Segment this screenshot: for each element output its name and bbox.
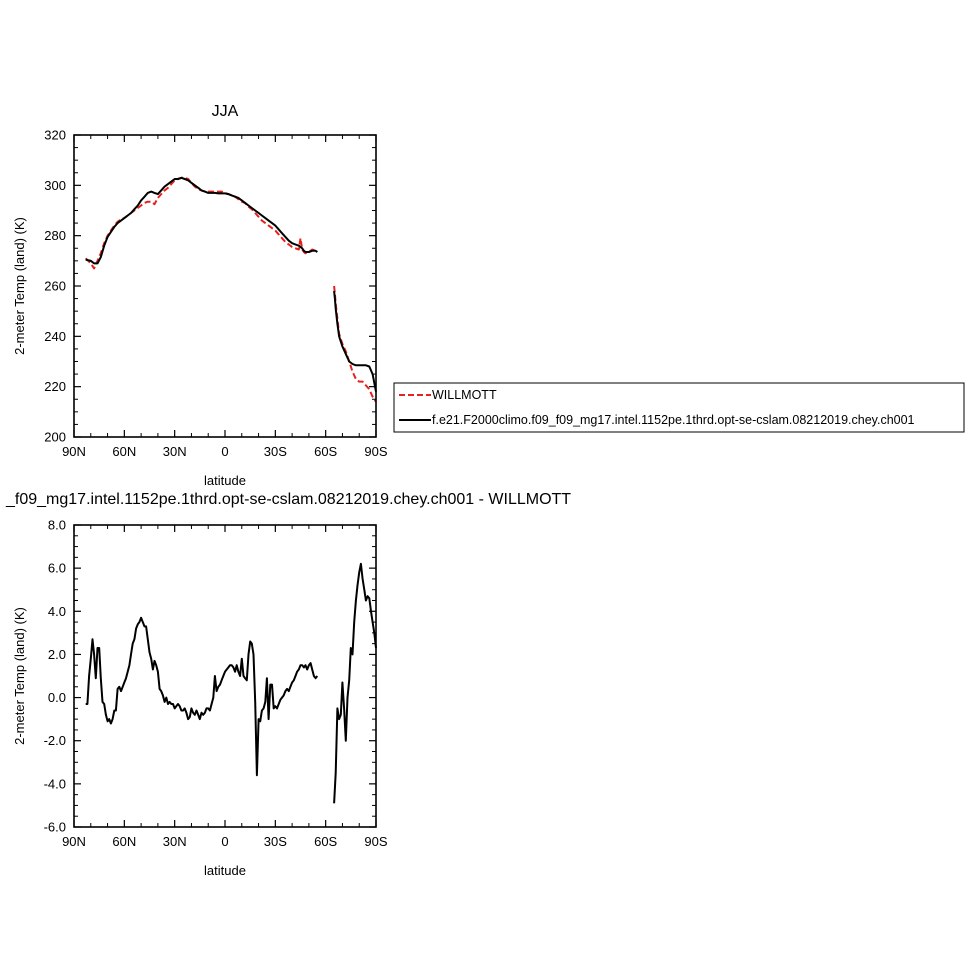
x-tick-label: 90S [364, 834, 387, 849]
x-axis-ticks: 90N 60N 30N 0 30S 60S 90S [62, 525, 388, 849]
x-tick-label: 90N [62, 834, 86, 849]
y-tick-label: 200 [44, 430, 66, 445]
y-tick-label: 320 [44, 128, 66, 143]
y-tick-label: 6.0 [48, 561, 66, 576]
y-tick-label: 300 [44, 178, 66, 193]
x-tick-label: 0 [221, 834, 228, 849]
chart-title: JJA [212, 103, 239, 120]
plot-frame [73, 524, 377, 828]
y-tick-label: 280 [44, 228, 66, 243]
y-tick-label: -6.0 [44, 820, 66, 835]
x-tick-label: 30N [163, 444, 187, 459]
series-line-0-segment-0 [85, 616, 319, 777]
x-axis-label: latitude [204, 473, 246, 488]
x-tick-label: 60N [112, 444, 136, 459]
legend-label-model: f.e21.F2000climo.f09_f09_mg17.intel.1152… [432, 413, 915, 427]
x-axis-label: latitude [204, 863, 246, 878]
chart-title: _f09_mg17.intel.1152pe.1thrd.opt-se-csla… [5, 491, 571, 508]
x-tick-label: 90N [62, 444, 86, 459]
y-tick-label: 220 [44, 379, 66, 394]
temperature-chart: JJA 200 220 240 260 280 300 320 90N 60N 30N 0 30S 6… [12, 103, 388, 488]
plot-frame [73, 134, 377, 438]
x-tick-label: 60S [314, 444, 337, 459]
series-line-0-segment-1 [333, 285, 377, 403]
series-line-0-segment-1 [333, 562, 377, 804]
x-tick-label: 90S [364, 444, 387, 459]
y-tick-label: 8.0 [48, 518, 66, 533]
series-line-1-segment-1 [333, 290, 377, 392]
x-tick-label: 60N [112, 834, 136, 849]
x-axis-ticks: 90N 60N 30N 0 30S 60S 90S [62, 135, 388, 459]
series-group [85, 562, 377, 804]
x-tick-label: 30N [163, 834, 187, 849]
y-axis-ticks: 200 220 240 260 280 300 320 [44, 128, 376, 445]
series-group [84, 176, 377, 403]
y-tick-label: 240 [44, 329, 66, 344]
y-tick-label: 260 [44, 279, 66, 294]
legend: WILLMOTT f.e21.F2000climo.f09_f09_mg17.i… [393, 382, 965, 433]
y-tick-label: 4.0 [48, 604, 66, 619]
x-tick-label: 30S [264, 834, 287, 849]
x-tick-label: 60S [314, 834, 337, 849]
series-line-1-segment-0 [85, 176, 318, 265]
y-tick-label: -2.0 [44, 733, 66, 748]
legend-box [393, 382, 965, 433]
y-tick-label: 2.0 [48, 647, 66, 662]
y-tick-label: 0.0 [48, 690, 66, 705]
y-axis-label: 2-meter Temp (land) (K) [12, 607, 27, 745]
y-axis-label: 2-meter Temp (land) (K) [12, 217, 27, 355]
x-tick-label: 30S [264, 444, 287, 459]
y-tick-label: -4.0 [44, 776, 66, 791]
y-axis-ticks: -6.0 -4.0 -2.0 0.0 2.0 4.0 6.0 8.0 [44, 518, 376, 835]
legend-label-willmott: WILLMOTT [432, 388, 497, 402]
x-tick-label: 0 [221, 444, 228, 459]
difference-chart: _f09_mg17.intel.1152pe.1thrd.opt-se-csla… [5, 491, 571, 878]
